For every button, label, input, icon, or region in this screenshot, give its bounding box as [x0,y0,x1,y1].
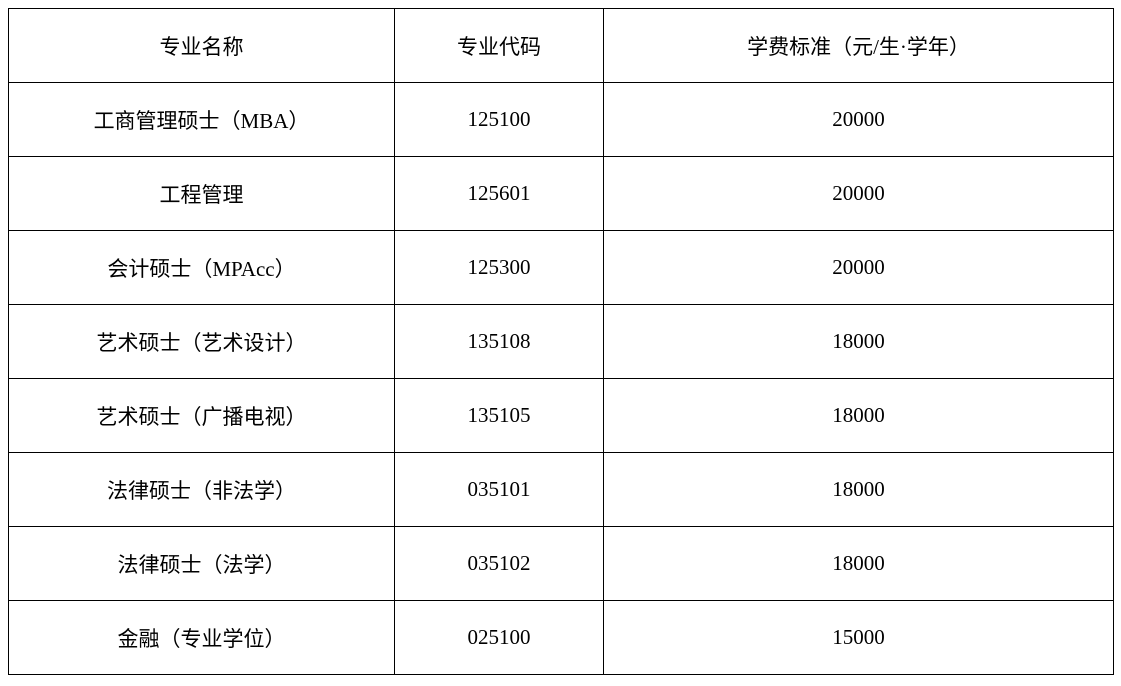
cell-name: 工商管理硕士（MBA） [9,83,395,157]
cell-code: 135105 [395,379,604,453]
table-row: 工商管理硕士（MBA） 125100 20000 [9,83,1114,157]
col-header-code: 专业代码 [395,9,604,83]
cell-name: 法律硕士（非法学） [9,453,395,527]
cell-code: 035101 [395,453,604,527]
cell-fee: 20000 [604,83,1114,157]
table-row: 法律硕士（非法学） 035101 18000 [9,453,1114,527]
cell-code: 125300 [395,231,604,305]
cell-code: 125601 [395,157,604,231]
cell-code: 135108 [395,305,604,379]
cell-code: 025100 [395,601,604,675]
tuition-table: 专业名称 专业代码 学费标准（元/生·学年） 工商管理硕士（MBA） 12510… [8,8,1114,675]
cell-fee: 20000 [604,157,1114,231]
cell-name: 法律硕士（法学） [9,527,395,601]
cell-name: 艺术硕士（广播电视） [9,379,395,453]
cell-fee: 20000 [604,231,1114,305]
cell-code: 035102 [395,527,604,601]
cell-fee: 15000 [604,601,1114,675]
cell-code: 125100 [395,83,604,157]
table-row: 金融（专业学位） 025100 15000 [9,601,1114,675]
cell-name: 艺术硕士（艺术设计） [9,305,395,379]
table-row: 艺术硕士（艺术设计） 135108 18000 [9,305,1114,379]
cell-name: 会计硕士（MPAcc） [9,231,395,305]
table-header-row: 专业名称 专业代码 学费标准（元/生·学年） [9,9,1114,83]
cell-name: 金融（专业学位） [9,601,395,675]
col-header-fee: 学费标准（元/生·学年） [604,9,1114,83]
cell-name: 工程管理 [9,157,395,231]
table-row: 工程管理 125601 20000 [9,157,1114,231]
table-row: 会计硕士（MPAcc） 125300 20000 [9,231,1114,305]
table-row: 艺术硕士（广播电视） 135105 18000 [9,379,1114,453]
cell-fee: 18000 [604,453,1114,527]
cell-fee: 18000 [604,527,1114,601]
col-header-name: 专业名称 [9,9,395,83]
table-row: 法律硕士（法学） 035102 18000 [9,527,1114,601]
cell-fee: 18000 [604,305,1114,379]
cell-fee: 18000 [604,379,1114,453]
